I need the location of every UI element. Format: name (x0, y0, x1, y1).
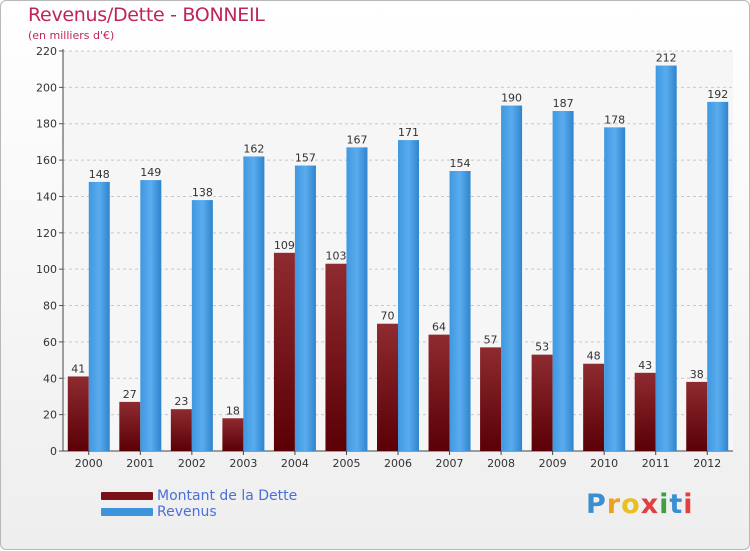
logo-letter: t (669, 489, 684, 520)
x-tick-label: 2005 (332, 457, 360, 470)
y-tick-label: 100 (36, 263, 57, 276)
data-label-revenus: 157 (295, 152, 316, 165)
bar-dette (273, 252, 295, 451)
logo-letter: o (621, 489, 641, 520)
legend-item-revenus: Revenus (101, 504, 297, 520)
data-label-revenus: 138 (192, 186, 213, 199)
bar-dette (377, 323, 398, 451)
bar-revenus (552, 111, 574, 451)
y-tick-label: 200 (36, 81, 57, 94)
legend-item-dette: Montant de la Dette (101, 488, 297, 504)
x-tick-label: 2001 (126, 457, 154, 470)
data-label-revenus: 190 (501, 92, 522, 105)
chart-title: Revenus/Dette - BONNEIL (28, 4, 265, 26)
bar-revenus (243, 156, 265, 452)
legend-swatch-revenus (101, 508, 153, 516)
data-label-revenus: 187 (553, 97, 574, 110)
data-label-dette: 53 (535, 341, 549, 354)
legend-swatch-dette (101, 492, 153, 500)
x-tick-label: 2009 (539, 457, 567, 470)
bar-revenus (604, 127, 626, 451)
chart-subtitle: (en milliers d'€) (28, 29, 115, 42)
bar-revenus (449, 171, 471, 451)
data-label-dette: 43 (638, 359, 652, 372)
bar-dette (583, 363, 605, 451)
bar-revenus (346, 147, 368, 451)
data-label-dette: 23 (174, 395, 188, 408)
bar-revenus (501, 105, 523, 451)
bar-dette (531, 354, 553, 451)
data-label-revenus: 192 (707, 88, 728, 101)
bar-revenus (655, 65, 677, 451)
x-tick-label: 2011 (642, 457, 670, 470)
y-tick-label: 40 (43, 372, 57, 385)
bar-dette (170, 409, 192, 451)
y-tick-label: 0 (50, 445, 57, 458)
bar-dette (325, 263, 347, 451)
data-label-revenus: 149 (140, 166, 161, 179)
data-label-revenus: 178 (604, 113, 625, 126)
logo-letter: P (586, 489, 607, 520)
data-label-revenus: 167 (346, 133, 367, 146)
logo-letter: i (683, 489, 694, 520)
y-tick-label: 140 (36, 190, 57, 203)
bar-dette (67, 376, 89, 451)
y-tick-label: 180 (36, 118, 57, 131)
bar-dette (222, 418, 244, 451)
data-label-revenus: 162 (243, 142, 264, 155)
bar-dette (428, 334, 450, 451)
data-label-dette: 41 (71, 362, 85, 375)
bar-revenus (88, 181, 110, 451)
y-tick-label: 60 (43, 336, 57, 349)
legend-label-revenus: Revenus (157, 504, 217, 520)
x-tick-label: 2008 (487, 457, 515, 470)
bar-revenus (707, 101, 729, 451)
bar-revenus (140, 180, 162, 451)
data-label-dette: 109 (274, 239, 295, 252)
data-label-dette: 18 (226, 404, 240, 417)
x-tick-label: 2002 (178, 457, 206, 470)
data-label-revenus: 154 (450, 157, 471, 170)
data-label-dette: 103 (325, 250, 346, 263)
logo-letter: x (640, 489, 660, 520)
x-tick-label: 2006 (384, 457, 412, 470)
logo-letter: i (659, 489, 670, 520)
proxiti-logo: Proxiti (586, 489, 694, 520)
x-tick-label: 2012 (693, 457, 721, 470)
x-tick-label: 2000 (75, 457, 103, 470)
x-tick-label: 2003 (229, 457, 257, 470)
legend-label-dette: Montant de la Dette (157, 488, 298, 504)
bar-revenus (398, 140, 419, 451)
x-tick-label: 2007 (436, 457, 464, 470)
data-label-revenus: 171 (398, 126, 419, 139)
x-tick-label: 2010 (590, 457, 618, 470)
y-tick-label: 220 (36, 45, 57, 58)
data-label-dette: 27 (123, 388, 137, 401)
y-tick-label: 20 (43, 409, 57, 422)
data-label-dette: 38 (690, 368, 704, 381)
bar-revenus (294, 165, 316, 451)
legend: Montant de la Dette Revenus (101, 488, 297, 520)
data-label-dette: 64 (432, 321, 446, 334)
x-tick-label: 2004 (281, 457, 309, 470)
bar-dette (686, 381, 708, 451)
bar-dette (634, 372, 656, 451)
y-tick-label: 80 (43, 300, 57, 313)
data-label-revenus: 212 (656, 52, 677, 65)
data-label-dette: 57 (484, 333, 498, 346)
data-label-dette: 48 (587, 350, 601, 363)
data-label-revenus: 148 (89, 168, 110, 181)
y-tick-label: 120 (36, 227, 57, 240)
bar-dette (480, 347, 502, 451)
bar-dette (119, 401, 141, 451)
logo-letter: r (606, 489, 622, 520)
bar-revenus (191, 200, 213, 451)
y-tick-label: 160 (36, 154, 57, 167)
data-label-dette: 70 (381, 310, 395, 323)
